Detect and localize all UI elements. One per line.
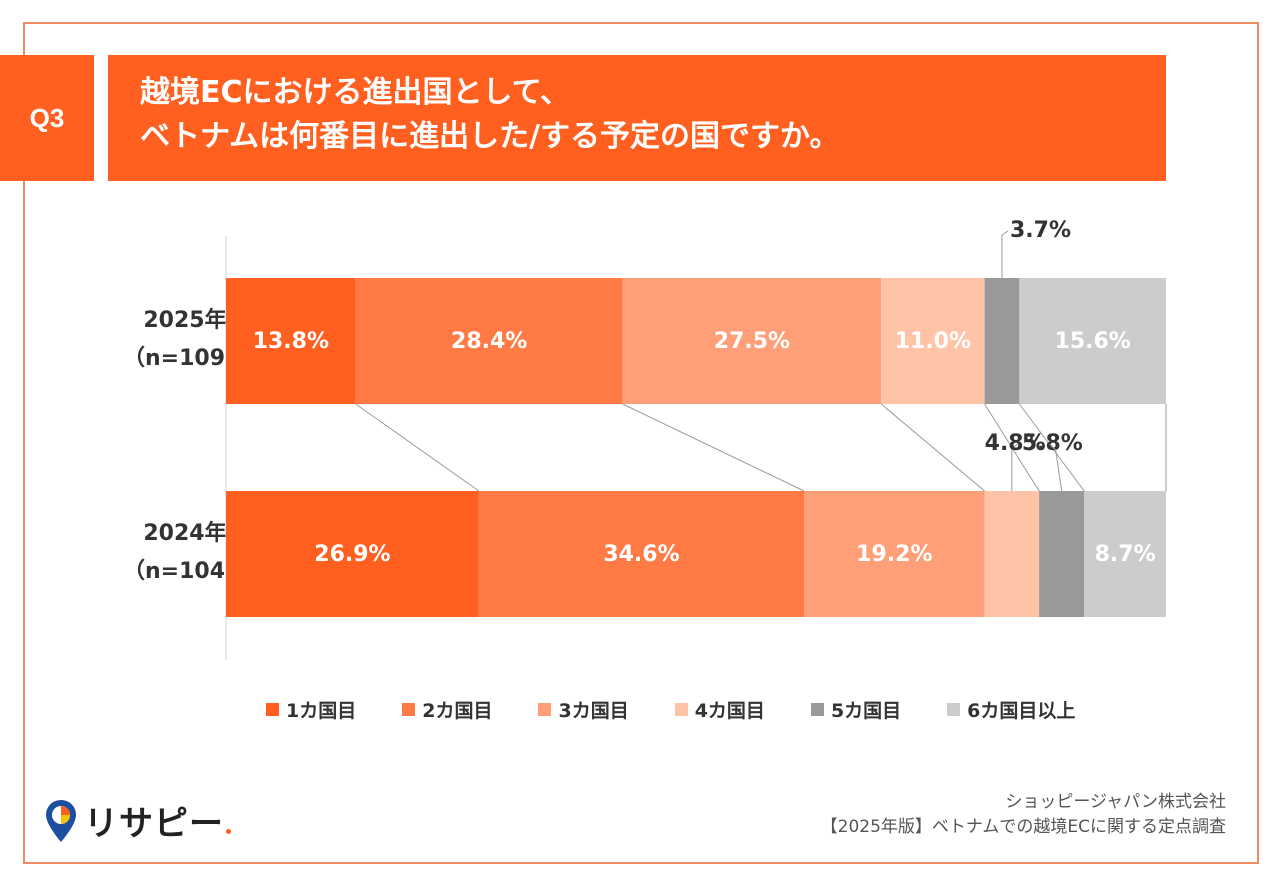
bar-segment-2024-series-2 [478, 491, 805, 617]
legend-swatch [674, 702, 688, 716]
data-label-2025-series-2: 28.4% [451, 329, 527, 354]
legend-item-series-5: 5カ国目 [810, 696, 902, 723]
bar-segment-2025-series-3 [622, 278, 882, 404]
bar-segment-2025-series-2 [355, 278, 623, 404]
legend-swatch [402, 702, 416, 716]
bar-segment-2025-series-5 [984, 278, 1020, 404]
data-label-2024-series-4: 5.8% [1022, 431, 1083, 456]
data-label-2024-series-2: 34.6% [603, 542, 679, 567]
legend: 1カ国目 2カ国目 3カ国目 4カ国目 5カ国目 6カ国目以上 [266, 694, 1166, 724]
connector-line [622, 403, 805, 492]
category-label-2024: 2024年 （n=104） [90, 515, 280, 591]
question-badge: Q3 [0, 55, 94, 181]
legend-swatch [810, 702, 824, 716]
bar-segment-2025-series-6 [1019, 278, 1166, 404]
legend-item-series-3: 3カ国目 [538, 696, 629, 723]
bar-segment-2024-series-5 [1039, 491, 1085, 617]
data-label-2024-series-6: 8.7% [1095, 542, 1156, 567]
question-title-line1: 越境ECにおける進出国として、 [140, 75, 571, 110]
category-year-2024: 2024年 [143, 521, 227, 546]
bar-segment-2025-series-1 [226, 278, 356, 404]
connector-line [880, 403, 985, 492]
brand-logo: リサピー [44, 796, 231, 845]
legend-label: 3カ国目 [558, 699, 629, 722]
data-label-2025-series-4: 11.0% [895, 329, 971, 354]
bar-segment-2024-series-4 [984, 491, 1040, 617]
legend-item-series-4: 4カ国目 [674, 696, 765, 723]
question-title-line2: ベトナムは何番目に進出した/する予定の国ですか。 [140, 119, 840, 154]
callout-line-2024-series-4 [1011, 443, 1019, 491]
data-label-2025-series-6: 15.6% [1055, 329, 1131, 354]
legend-swatch [266, 702, 279, 716]
data-label-2025-series-3: 27.5% [714, 329, 790, 354]
pin-icon [46, 799, 76, 842]
legend-label: 2カ国目 [422, 699, 493, 722]
connector-line [355, 403, 480, 492]
data-label-2024-series-3: 19.2% [856, 542, 932, 567]
bar-segment-2024-series-3 [804, 491, 985, 617]
callout-line-2024-series-5 [1049, 443, 1063, 492]
legend-swatch [538, 702, 552, 716]
legend-label: 5カ国目 [830, 699, 902, 722]
logo-dot [226, 829, 231, 834]
logo-text: リサピー [84, 804, 224, 844]
category-year-2025: 2025年 [143, 308, 227, 333]
source-note: ショッピージャパン株式会社 【2025年版】ベトナムでの越境ECに関する定点調査 [821, 790, 1226, 840]
callout-line-2025-series-5 [1001, 230, 1009, 278]
data-label-2024-series-1: 26.9% [314, 542, 390, 567]
data-label-2025-series-1: 13.8% [253, 329, 329, 354]
question-title: 越境ECにおける進出国として、 ベトナムは何番目に進出した/する予定の国ですか。 [108, 55, 1166, 181]
data-label-2025-series-5: 3.7% [1010, 218, 1071, 243]
legend-label: 1カ国目 [286, 699, 357, 722]
legend-swatch [947, 702, 961, 716]
legend-item-series-6: 6カ国目以上 [947, 696, 1075, 723]
figure-frame [23, 22, 1259, 864]
legend-item-series-1: 1カ国目 [266, 696, 356, 723]
connector-line [1018, 403, 1085, 492]
legend-label: 6カ国目以上 [967, 699, 1076, 722]
legend-item-series-2: 2カ国目 [402, 696, 492, 723]
data-label-2024-series-5: 4.8% [985, 431, 1046, 456]
legend-label: 4カ国目 [694, 699, 765, 722]
source-line1: ショッピージャパン株式会社 [1005, 792, 1226, 812]
bar-segment-2024-series-1 [226, 491, 479, 617]
source-line2: 【2025年版】ベトナムでの越境ECに関する定点調査 [820, 817, 1226, 837]
bar-segment-2024-series-6 [1084, 491, 1166, 617]
bar-segment-2025-series-4 [881, 278, 985, 404]
